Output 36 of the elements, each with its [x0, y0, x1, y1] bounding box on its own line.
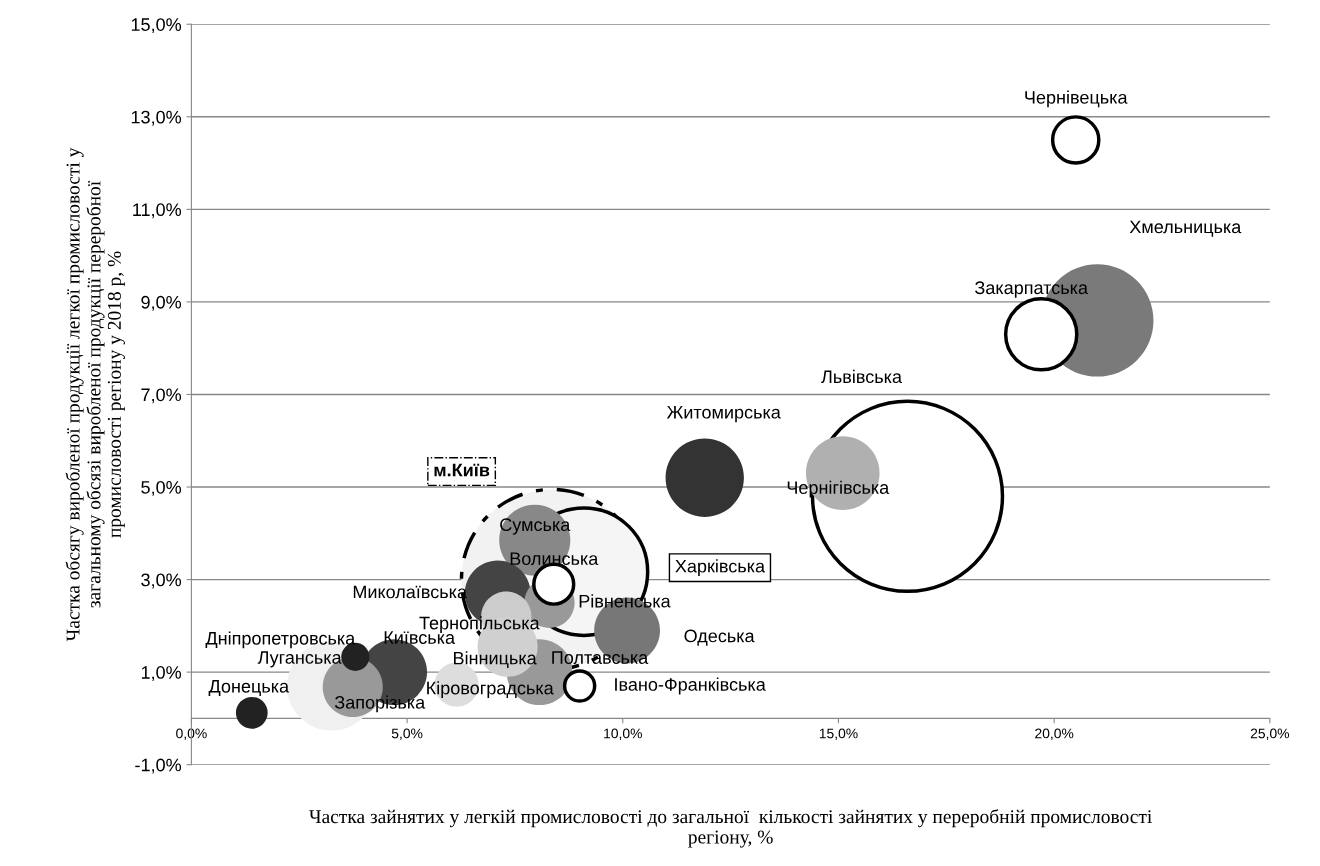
- series-label: Рівненська: [579, 594, 671, 608]
- series-label: Вінницька: [453, 651, 537, 668]
- y-tick-label: -1,0%: [135, 758, 182, 774]
- series-label: Івано-Франківська: [615, 677, 766, 695]
- series-label: Київська: [384, 631, 456, 644]
- series-label: Львівська: [821, 369, 902, 384]
- series-label: Тернопільська: [419, 616, 540, 634]
- y-tick-label: 11,0%: [133, 203, 182, 219]
- series-label: Житомирська: [666, 406, 781, 423]
- series-label: м.Київ: [434, 463, 490, 477]
- series-label: Луганська: [257, 651, 342, 668]
- x-tick-label: 20,0%: [1035, 728, 1074, 740]
- y-tick-label: 15,0%: [131, 18, 182, 34]
- y-axis-title: Частка обсягу виробленої продукції легкої промисловості у загальному обсязі виробленої продукції переробної промисловості регіону у 2018 р, %: [65, 147, 125, 642]
- series-label: Дніпропетровська: [205, 631, 356, 649]
- series-label: Закарпатська: [975, 281, 1089, 298]
- y-tick-label: 13,0%: [131, 110, 182, 126]
- series-label: Донецька: [208, 680, 290, 697]
- x-tick-label: 5,0%: [391, 728, 423, 740]
- y-tick-label: 1,0%: [141, 666, 182, 681]
- x-tick-label: 0,0%: [176, 728, 207, 740]
- series-label: Кіровоградська: [427, 681, 554, 699]
- series-label: Одеська: [684, 629, 755, 646]
- series-label: Запорізька: [334, 695, 426, 713]
- series-label: Чернівецька: [1025, 90, 1128, 108]
- series-label: Харківська: [675, 559, 766, 577]
- y-tick-label: 7,0%: [141, 388, 182, 404]
- y-tick-label: 5,0%: [141, 480, 182, 496]
- series-label: Хмельницька: [1129, 220, 1242, 237]
- x-tick-label: 15,0%: [819, 728, 858, 740]
- x-tick-label: 25,0%: [1250, 728, 1290, 740]
- y-tick-label: 3,0%: [141, 573, 182, 589]
- y-tick-label: 9,0%: [141, 295, 182, 311]
- series-label: Чернігівська: [787, 480, 890, 498]
- x-tick-label: 10,0%: [604, 728, 642, 740]
- x-axis-title: Частка зайнятих у легкій промисловості до загальної кількості зайнятих у переробній промисловості регіону, %: [309, 809, 1152, 848]
